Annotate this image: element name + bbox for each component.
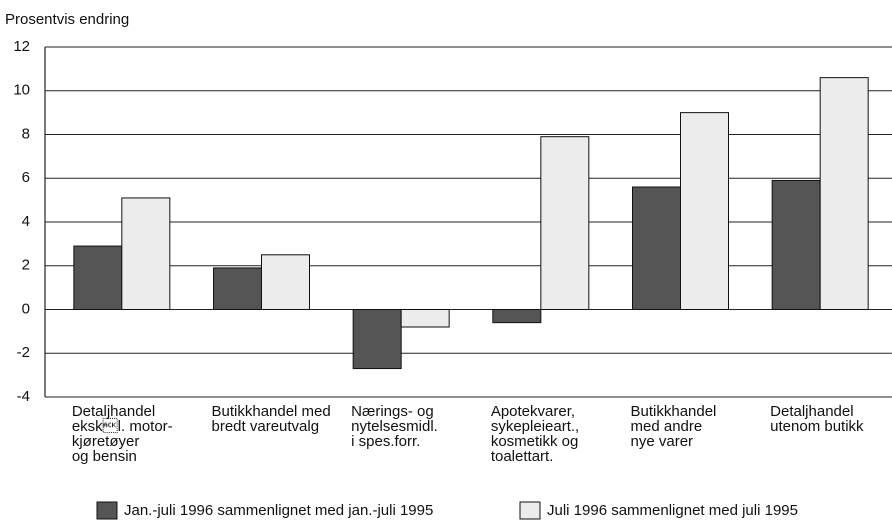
legend-label: Juli 1996 sammenlignet med juli 1995	[547, 502, 798, 519]
y-tick-label: 6	[22, 169, 30, 186]
y-tick-label: 2	[22, 257, 30, 274]
y-tick-label: -2	[17, 344, 30, 361]
y-tick-label: 12	[13, 38, 30, 55]
bar	[121, 197, 171, 310]
y-tick-label: 10	[13, 82, 30, 99]
y-tick-label: 4	[22, 213, 30, 230]
legend-label: Jan.-juli 1996 sammenlignet med jan.-jul…	[124, 502, 433, 519]
x-tick-label: Nærings- og nytelsesmidl. i spes.forr.	[351, 403, 438, 450]
x-tick-label: Detaljhandel utenom butikk	[770, 403, 864, 435]
bar	[352, 309, 402, 370]
bar	[213, 267, 262, 310]
bar	[771, 179, 821, 310]
bar	[400, 309, 450, 328]
y-tick-label: 8	[22, 125, 30, 142]
legend-swatch	[519, 501, 541, 520]
y-tick-label: -4	[17, 388, 30, 405]
x-tick-label: Butikkhandel med andre nye varer	[631, 403, 717, 450]
y-axis-label: Prosentvis endring	[5, 11, 129, 28]
bar	[680, 112, 729, 310]
bar	[73, 245, 123, 310]
y-tick-label: 0	[22, 300, 30, 317]
x-tick-label: Apotekvarer, sykepleieart., kosmetikk og to…	[491, 403, 579, 465]
bar	[632, 186, 681, 310]
bar	[492, 309, 542, 324]
bar	[819, 77, 869, 310]
x-tick-label: Detaljhandel ekskl. motor-kjøretøyer og b…	[72, 403, 173, 465]
x-tick-label: Butikkhandel med bredt vareutvalg	[212, 403, 331, 435]
legend-swatch	[96, 501, 118, 520]
bar	[540, 136, 590, 310]
bar	[261, 254, 310, 310]
